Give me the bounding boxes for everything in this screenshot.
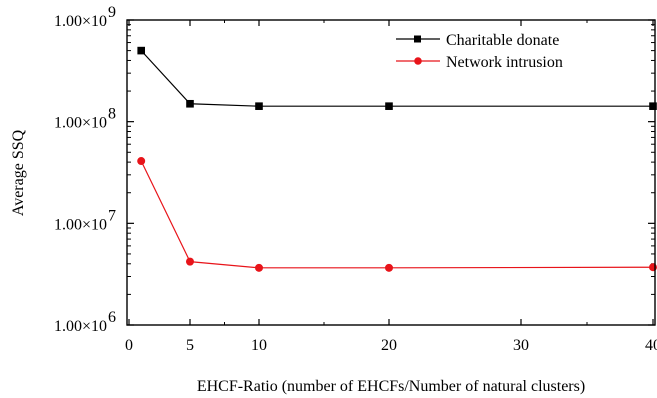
y-tick-exponent: 8: [108, 106, 116, 123]
y-tick-exponent: 7: [108, 207, 116, 224]
data-point-network-intrusion: [186, 257, 194, 266]
y-tick-exponent: 6: [108, 309, 116, 326]
y-tick-label: 1.00×108: [54, 106, 116, 132]
y-tick-label: 1.00×109: [54, 4, 116, 30]
legend-marker-charitable-donate: [414, 35, 421, 43]
data-point-charitable-donate: [255, 102, 263, 110]
legend-label-charitable-donate: Charitable donate: [446, 32, 559, 49]
data-point-charitable-donate: [186, 99, 194, 108]
data-point-network-intrusion: [137, 157, 146, 166]
data-point-network-intrusion: [385, 263, 393, 272]
axis-ticks: [127, 19, 655, 326]
x-tick-label: 30: [513, 337, 529, 354]
x-tick-label: 10: [251, 337, 267, 354]
tick-labels: 0 5 10 20 30 401.00×1061.00×1071.00×1081.00×1…: [54, 4, 657, 354]
legend-label-network-intrusion: Network intrusion: [446, 54, 563, 71]
y-tick-mantissa: 1.00×10: [54, 13, 107, 30]
x-tick-label: 40: [645, 337, 657, 354]
y-tick-label: 1.00×107: [54, 207, 116, 233]
y-tick-exponent: 9: [108, 4, 116, 21]
legend-item-charitable-donate: Charitable donate: [396, 32, 559, 49]
y-tick-mantissa: 1.00×10: [54, 115, 107, 132]
legend: Charitable donate Network intrusion: [396, 32, 563, 71]
x-tick-label: 0: [125, 337, 133, 354]
legend-item-network-intrusion: Network intrusion: [396, 54, 563, 71]
legend-marker-network-intrusion: [414, 57, 422, 65]
x-tick-label: 20: [381, 337, 397, 354]
data-point-charitable-donate: [137, 46, 145, 55]
y-tick-mantissa: 1.00×10: [54, 216, 107, 233]
x-axis-title: EHCF-Ratio (number of EHCFs/Number of na…: [197, 378, 585, 395]
data-point-charitable-donate: [385, 102, 393, 110]
data-point-network-intrusion: [649, 263, 657, 272]
y-axis-title: Average SSQ: [10, 129, 27, 216]
data-point-network-intrusion: [255, 263, 263, 272]
series-line-charitable-donate: [140, 50, 653, 107]
data-point-charitable-donate: [649, 102, 657, 110]
series-layer: [137, 46, 657, 272]
plot-frame: [126, 19, 656, 326]
y-tick-label: 1.00×106: [54, 309, 116, 335]
series-line-network-intrusion: [140, 160, 654, 269]
y-tick-mantissa: 1.00×10: [54, 318, 107, 335]
x-tick-label: 5: [186, 337, 194, 354]
